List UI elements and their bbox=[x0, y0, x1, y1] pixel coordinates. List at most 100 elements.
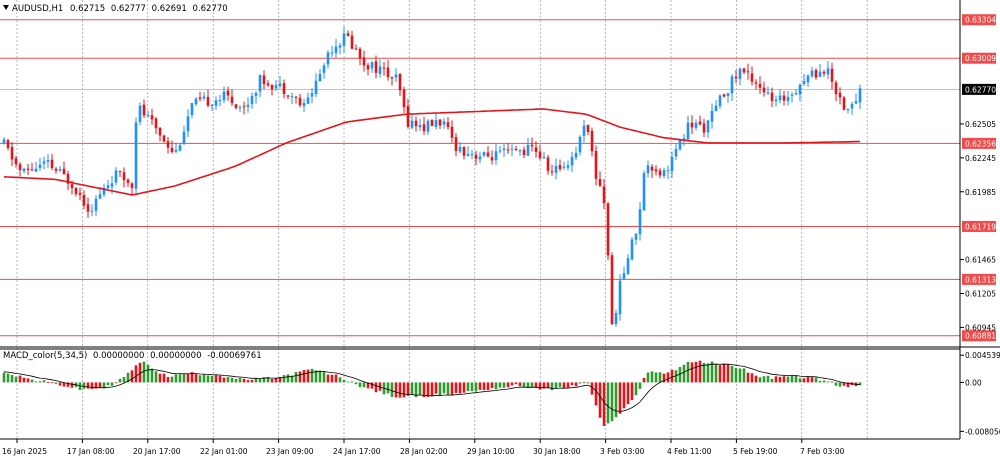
candle-body bbox=[670, 157, 674, 172]
macd-bar bbox=[402, 382, 406, 398]
macd-bar bbox=[114, 382, 118, 384]
macd-bar bbox=[38, 381, 42, 383]
price-level-label: 0.61313 bbox=[965, 275, 996, 284]
macd-bar bbox=[754, 375, 758, 383]
macd-bar bbox=[310, 368, 314, 383]
macd-bar bbox=[578, 382, 582, 384]
macd-bar bbox=[766, 375, 770, 383]
macd-bar bbox=[314, 370, 318, 383]
candle-body bbox=[510, 148, 514, 150]
price-tick-label: 0.61205 bbox=[965, 289, 996, 298]
candle-body bbox=[662, 170, 666, 176]
macd-bar bbox=[134, 365, 138, 383]
candle-body bbox=[302, 103, 306, 107]
candle-body bbox=[398, 73, 402, 91]
macd-bar bbox=[646, 372, 650, 383]
macd-bar bbox=[498, 382, 502, 388]
candle-body bbox=[402, 89, 406, 108]
macd-bar bbox=[326, 374, 330, 383]
candle-body bbox=[590, 130, 594, 152]
macd-bar bbox=[502, 382, 506, 388]
macd-bar bbox=[598, 382, 602, 418]
macd-bar bbox=[94, 382, 98, 389]
price-tick-label: 0.62505 bbox=[965, 120, 996, 129]
macd-bar bbox=[18, 375, 22, 383]
candle-body bbox=[734, 76, 738, 79]
candle-body bbox=[278, 83, 282, 87]
candle-body bbox=[498, 150, 502, 152]
candle-body bbox=[594, 150, 598, 179]
macd-bar bbox=[178, 374, 182, 383]
macd-bar bbox=[86, 382, 90, 389]
candle-body bbox=[234, 104, 238, 108]
candle-body bbox=[166, 141, 170, 148]
time-tick-label: 24 Jan 17:00 bbox=[333, 447, 381, 456]
macd-bar bbox=[26, 378, 30, 383]
macd-bar bbox=[446, 382, 450, 396]
macd-bar bbox=[682, 364, 686, 383]
candle-body bbox=[478, 156, 482, 160]
candle-body bbox=[714, 105, 718, 112]
macd-bar bbox=[574, 382, 578, 387]
macd-bar bbox=[6, 373, 10, 383]
price-tick-label: 0.61985 bbox=[965, 188, 996, 197]
candle-body bbox=[54, 168, 58, 171]
candle-body bbox=[446, 122, 450, 127]
candle-body bbox=[526, 144, 530, 156]
candle-body bbox=[126, 179, 130, 183]
candle-body bbox=[666, 170, 670, 172]
candle-body bbox=[94, 198, 98, 211]
candle-body bbox=[346, 33, 350, 36]
macd-bar bbox=[738, 368, 742, 383]
macd-bar bbox=[226, 377, 230, 383]
macd-bar bbox=[322, 371, 326, 383]
time-tick-label: 20 Jan 17:00 bbox=[133, 447, 181, 456]
candle-body bbox=[578, 136, 582, 153]
macd-bar bbox=[362, 382, 366, 388]
macd-bar bbox=[102, 382, 106, 389]
price-level-label: 0.63009 bbox=[965, 54, 996, 63]
time-tick-label: 22 Jan 01:00 bbox=[200, 447, 248, 456]
macd-bar bbox=[330, 374, 334, 383]
macd-bar bbox=[274, 378, 278, 383]
time-tick-label: 4 Feb 11:00 bbox=[667, 447, 712, 456]
candle-body bbox=[86, 204, 90, 212]
candle-body bbox=[466, 153, 470, 156]
candle-body bbox=[406, 105, 410, 127]
macd-bar bbox=[730, 366, 734, 383]
candle-body bbox=[378, 66, 382, 74]
candle-body bbox=[798, 84, 802, 95]
macd-header: MACD_color(5,34,5) 0.00000000 0.00000000… bbox=[3, 351, 262, 361]
candle-body bbox=[374, 61, 378, 73]
macd-bar bbox=[258, 378, 262, 383]
macd-bar bbox=[246, 380, 250, 383]
candle-body bbox=[570, 156, 574, 166]
macd-bar bbox=[722, 363, 726, 383]
macd-bar bbox=[370, 382, 374, 389]
macd-bar bbox=[462, 382, 466, 393]
macd-bar bbox=[806, 376, 810, 383]
candle-body bbox=[162, 135, 166, 142]
collapse-triangle-icon[interactable] bbox=[3, 5, 9, 10]
candle-body bbox=[802, 81, 806, 84]
price-tick-label: 0.62245 bbox=[965, 154, 996, 163]
candle-body bbox=[818, 71, 822, 77]
candle-body bbox=[722, 94, 726, 97]
candle-body bbox=[250, 96, 254, 105]
candle-body bbox=[606, 203, 610, 256]
macd-bar bbox=[666, 372, 670, 383]
candlestick-series bbox=[2, 26, 862, 327]
candle-body bbox=[602, 186, 606, 204]
symbol-header: AUDUSD,H1 0.62715 0.62777 0.62691 0.6277… bbox=[3, 4, 228, 14]
candle-body bbox=[442, 121, 446, 125]
macd-axis: 0.0045392 0.00 -0.0080563 bbox=[960, 351, 1000, 436]
macd-bar bbox=[686, 361, 690, 383]
macd-bar bbox=[62, 382, 66, 387]
macd-bar bbox=[702, 362, 706, 383]
candle-body bbox=[158, 127, 162, 136]
macd-bar bbox=[814, 377, 818, 383]
candle-body bbox=[138, 105, 142, 123]
candle-body bbox=[710, 110, 714, 122]
macd-bar bbox=[438, 382, 442, 396]
